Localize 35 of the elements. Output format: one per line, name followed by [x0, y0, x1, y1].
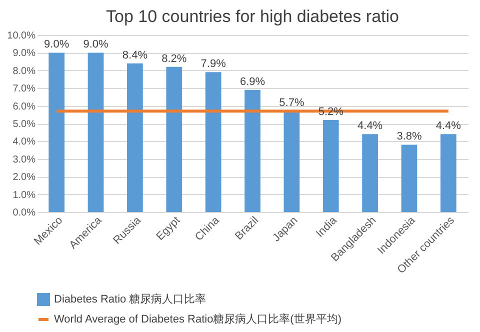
y-tick-label: 2.0%	[12, 172, 36, 184]
data-label: 3.8%	[396, 130, 422, 143]
data-label: 6.9%	[240, 76, 266, 88]
y-tick-label: 10.0%	[7, 30, 36, 42]
data-label: 7.9%	[200, 58, 226, 70]
y-tick-label: 7.0%	[12, 84, 36, 95]
y-tick-label: 5.0%	[12, 119, 36, 130]
bar	[166, 66, 182, 212]
bar	[205, 72, 222, 212]
data-label: 5.7%	[279, 97, 304, 110]
legend-label: World Average of Diabetes Ratio糖尿病人口比率(世界平均)	[54, 312, 342, 326]
bar	[48, 52, 65, 212]
bar	[244, 90, 260, 212]
chart-title: Top 10 countries for high diabetes ratio	[106, 7, 399, 26]
bar	[322, 120, 339, 212]
data-label: 8.4%	[122, 49, 148, 62]
y-tick-label: 0.0%	[12, 208, 36, 218]
bar	[362, 134, 378, 212]
legend-label: Diabetes Ratio 糖尿病人口比率	[54, 292, 206, 306]
y-tick-label: 6.0%	[12, 101, 36, 112]
y-tick-label: 3.0%	[12, 154, 36, 166]
bar	[284, 111, 300, 212]
y-tick-label: 4.0%	[12, 136, 36, 148]
data-label: 4.4%	[436, 120, 462, 132]
data-label: 9.0%	[83, 38, 109, 51]
bar	[440, 134, 456, 212]
y-tick-label: 1.0%	[12, 190, 36, 201]
bar	[88, 52, 104, 212]
bar	[401, 144, 418, 212]
y-tick-label: 9.0%	[12, 48, 36, 60]
data-label: 8.2%	[162, 52, 187, 65]
y-tick-label: 8.0%	[12, 66, 36, 77]
data-label: 4.4%	[358, 120, 383, 132]
bar	[127, 63, 143, 212]
data-label: 9.0%	[44, 38, 70, 51]
